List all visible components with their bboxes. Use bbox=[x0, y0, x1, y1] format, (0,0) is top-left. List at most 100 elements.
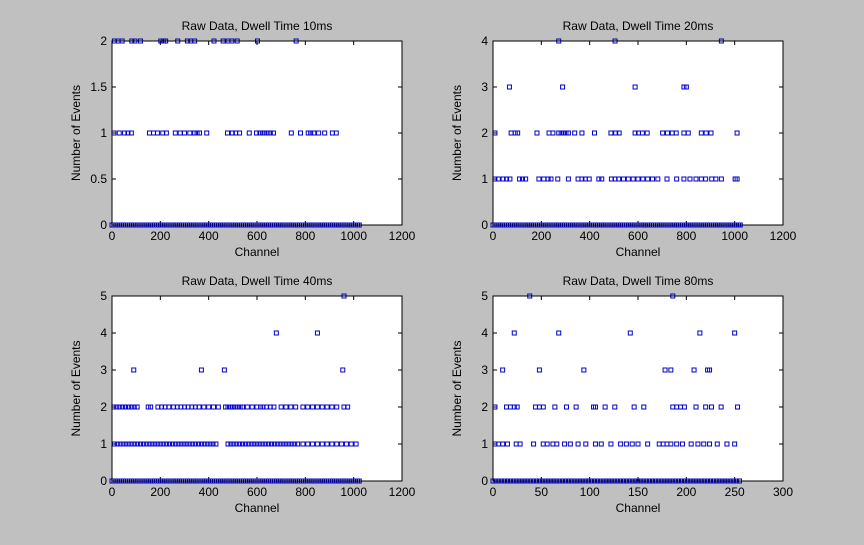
data-point bbox=[334, 404, 340, 410]
data-point bbox=[271, 404, 277, 410]
data-point bbox=[664, 130, 670, 136]
y-tick-label: 2 bbox=[100, 400, 107, 414]
data-point bbox=[322, 130, 328, 136]
y-tick-label: 1 bbox=[481, 437, 488, 451]
data-point bbox=[271, 441, 277, 447]
x-tick-label: 1200 bbox=[770, 229, 797, 243]
data-point bbox=[260, 441, 266, 447]
data-point bbox=[565, 176, 571, 182]
data-point bbox=[172, 441, 178, 447]
data-point bbox=[245, 441, 251, 447]
data-point bbox=[511, 330, 517, 336]
y-tick-label: 2 bbox=[100, 34, 107, 48]
data-point bbox=[662, 367, 668, 373]
data-point bbox=[196, 130, 202, 136]
data-point bbox=[114, 441, 120, 447]
data-point bbox=[319, 441, 325, 447]
data-point bbox=[625, 176, 631, 182]
data-point bbox=[340, 367, 346, 373]
data-point bbox=[668, 441, 674, 447]
data-point bbox=[244, 404, 250, 410]
data-point bbox=[187, 441, 193, 447]
data-point bbox=[196, 404, 202, 410]
data-point bbox=[114, 404, 120, 410]
plot-frame bbox=[111, 40, 403, 226]
data-point bbox=[274, 441, 280, 447]
data-point bbox=[240, 441, 245, 447]
y-tick-label: 4 bbox=[481, 326, 488, 340]
data-point bbox=[515, 130, 521, 136]
data-point bbox=[308, 130, 314, 136]
data-point bbox=[237, 130, 243, 136]
data-point bbox=[198, 441, 204, 447]
data-point bbox=[645, 176, 651, 182]
data-point bbox=[254, 130, 260, 136]
data-point bbox=[645, 441, 651, 447]
x-tick-label: 1000 bbox=[340, 229, 367, 243]
data-point bbox=[225, 441, 231, 447]
data-point bbox=[693, 176, 699, 182]
data-point bbox=[292, 441, 298, 447]
data-point bbox=[140, 441, 146, 447]
data-point bbox=[263, 441, 269, 447]
data-point bbox=[673, 130, 679, 136]
data-point bbox=[575, 441, 581, 447]
x-tick-label: 0 bbox=[490, 485, 497, 499]
data-point bbox=[273, 330, 279, 336]
data-point bbox=[681, 176, 687, 182]
data-point bbox=[143, 441, 149, 447]
data-point bbox=[631, 404, 637, 410]
data-point bbox=[632, 130, 638, 136]
data-point bbox=[707, 367, 713, 373]
data-point bbox=[517, 441, 523, 447]
data-point bbox=[300, 404, 306, 410]
data-point bbox=[135, 441, 141, 447]
data-point bbox=[187, 130, 193, 136]
data-point bbox=[311, 130, 317, 136]
data-point bbox=[117, 441, 123, 447]
data-point bbox=[683, 84, 689, 90]
data-point bbox=[221, 367, 227, 373]
data-point bbox=[668, 367, 674, 373]
data-point bbox=[635, 176, 641, 182]
data-point bbox=[517, 176, 523, 182]
x-tick-label: 800 bbox=[676, 229, 696, 243]
data-point bbox=[718, 404, 724, 410]
data-point bbox=[565, 130, 571, 136]
data-point bbox=[131, 367, 137, 373]
data-point bbox=[693, 404, 699, 410]
data-point bbox=[536, 176, 542, 182]
data-point bbox=[128, 404, 134, 410]
data-point bbox=[204, 130, 210, 136]
data-point bbox=[635, 441, 641, 447]
y-tick-label: 0 bbox=[481, 474, 488, 488]
data-point bbox=[278, 404, 284, 410]
data-point bbox=[592, 130, 597, 136]
data-point bbox=[175, 441, 181, 447]
data-point bbox=[343, 441, 349, 447]
data-point bbox=[598, 441, 604, 447]
y-axis-label: Number of Events bbox=[450, 85, 464, 181]
data-point bbox=[650, 176, 655, 182]
data-point bbox=[286, 441, 292, 447]
data-point bbox=[640, 176, 646, 182]
data-point bbox=[599, 176, 605, 182]
data-point bbox=[305, 441, 311, 447]
y-tick-label: 1.5 bbox=[90, 80, 107, 94]
data-point bbox=[616, 130, 622, 136]
subplot-3: 0 200 400 600 800 1000 1200 0 1 2 3 4 5 Raw Data, Dwe… bbox=[69, 274, 416, 515]
data-point bbox=[277, 441, 283, 447]
data-point bbox=[167, 441, 173, 447]
data-point bbox=[339, 441, 345, 447]
data-point bbox=[555, 176, 561, 182]
chart-title: Raw Data, Dwell Time 40ms bbox=[182, 274, 333, 288]
data-point bbox=[131, 404, 137, 410]
data-point bbox=[129, 441, 135, 447]
data-point bbox=[531, 441, 537, 447]
data-point bbox=[314, 404, 320, 410]
x-tick-label: 100 bbox=[580, 485, 600, 499]
data-point bbox=[540, 404, 546, 410]
data-point bbox=[664, 176, 670, 182]
data-point bbox=[248, 441, 254, 447]
